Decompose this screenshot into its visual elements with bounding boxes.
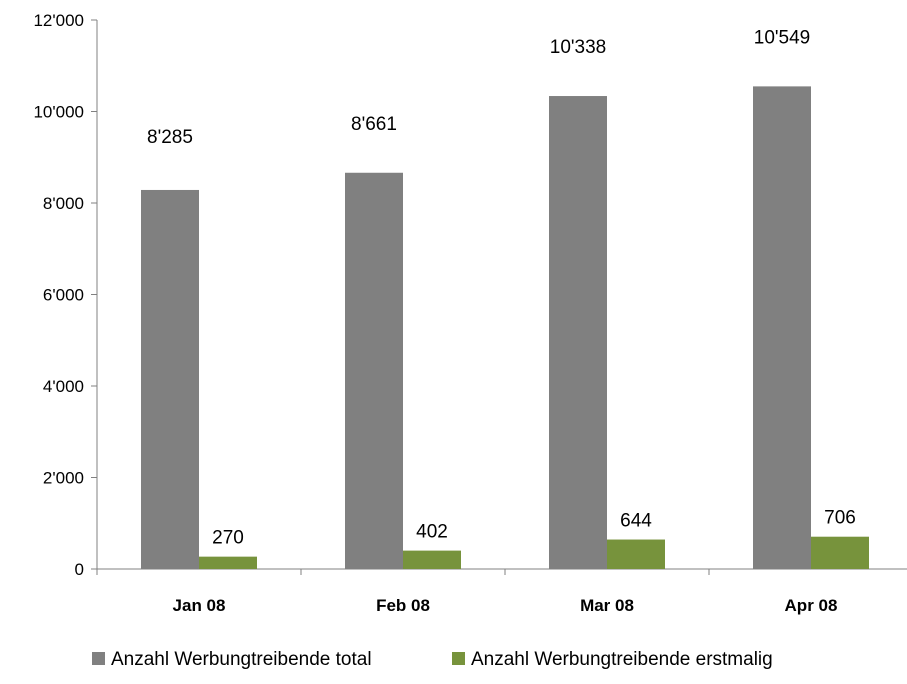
y-tick-label: 10'000 (33, 103, 84, 122)
y-tick-label: 4'000 (43, 377, 84, 396)
legend-label-total: Anzahl Werbungtreibende total (111, 649, 372, 670)
y-tick-label: 6'000 (43, 286, 84, 305)
data-label-erstmalig: 402 (416, 522, 448, 543)
y-tick-label: 0 (75, 560, 84, 579)
data-label-erstmalig: 270 (212, 528, 244, 549)
bar-total (141, 189, 199, 569)
legend-label-erstmalig: Anzahl Werbungtreibende erstmalig (471, 649, 773, 670)
bar-total (753, 86, 811, 570)
data-label-total: 8'661 (351, 114, 397, 135)
x-tick-label: Feb 08 (376, 596, 430, 615)
bar-erstmalig (403, 550, 461, 569)
data-labels: 8'285 270 8'661 402 10'338 644 10'549 706 (147, 27, 856, 548)
x-tick-label: Jan 08 (173, 596, 226, 615)
bar-erstmalig (811, 536, 869, 569)
data-label-total: 10'338 (550, 37, 606, 58)
x-tick-label: Apr 08 (785, 596, 838, 615)
bars (141, 86, 869, 570)
y-tick-label: 12'000 (33, 11, 84, 30)
data-label-erstmalig: 644 (620, 511, 652, 532)
legend-swatch-erstmalig (452, 652, 465, 665)
bar-total (345, 172, 403, 569)
data-label-total: 8'285 (147, 127, 193, 148)
x-tick-label: Mar 08 (580, 596, 634, 615)
data-label-total: 10'549 (754, 27, 810, 48)
y-axis: 0 2'000 4'000 6'000 8'000 10'000 12'000 (33, 11, 98, 579)
y-tick-label: 2'000 (43, 469, 84, 488)
y-tick-label: 8'000 (43, 194, 84, 213)
legend: Anzahl Werbungtreibende total Anzahl Wer… (92, 649, 773, 670)
x-axis: Jan 08 Feb 08 Mar 08 Apr 08 (96, 568, 907, 615)
bar-total (549, 96, 607, 569)
bar-erstmalig (607, 539, 665, 569)
bar-erstmalig (199, 556, 257, 569)
legend-swatch-total (92, 652, 105, 665)
data-label-erstmalig: 706 (824, 508, 856, 529)
